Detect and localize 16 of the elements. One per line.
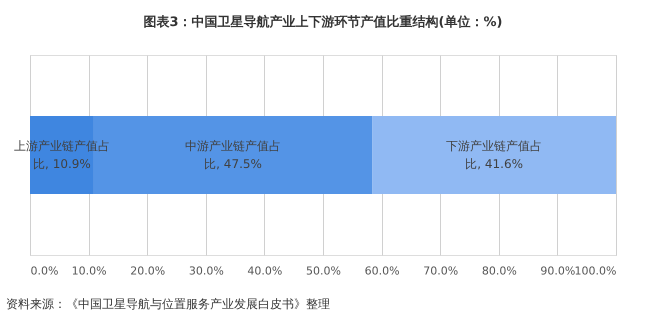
text: 资料来源：《中国卫星导航与位置服务产业发展白皮书》整理 <box>6 297 330 311</box>
x-tick-label: 40.0% <box>247 264 282 278</box>
x-tick-label: 50.0% <box>306 264 341 278</box>
x-tick-label: 20.0% <box>130 264 166 278</box>
x-tick-label: 90.0% <box>540 264 576 278</box>
x-tick-label: 100.0% <box>574 264 616 278</box>
data-label: 中游产业链产值占比, 47.5% <box>185 139 282 171</box>
x-tick-label: 10.0% <box>72 264 107 278</box>
data-label: 下游产业链产值占比, 41.6% <box>446 139 542 171</box>
x-tick-label: 70.0% <box>423 264 458 278</box>
x-tick-label: 80.0% <box>482 264 517 278</box>
x-tick-label: 60.0% <box>364 264 400 278</box>
x-tick-label: 0.0% <box>30 264 58 278</box>
bar <box>372 116 616 194</box>
x-tick-label: 30.0% <box>188 264 224 278</box>
chart-title: 图表3：中国卫星导航产业上下游环节产值比重结构(单位：%) <box>144 14 502 30</box>
